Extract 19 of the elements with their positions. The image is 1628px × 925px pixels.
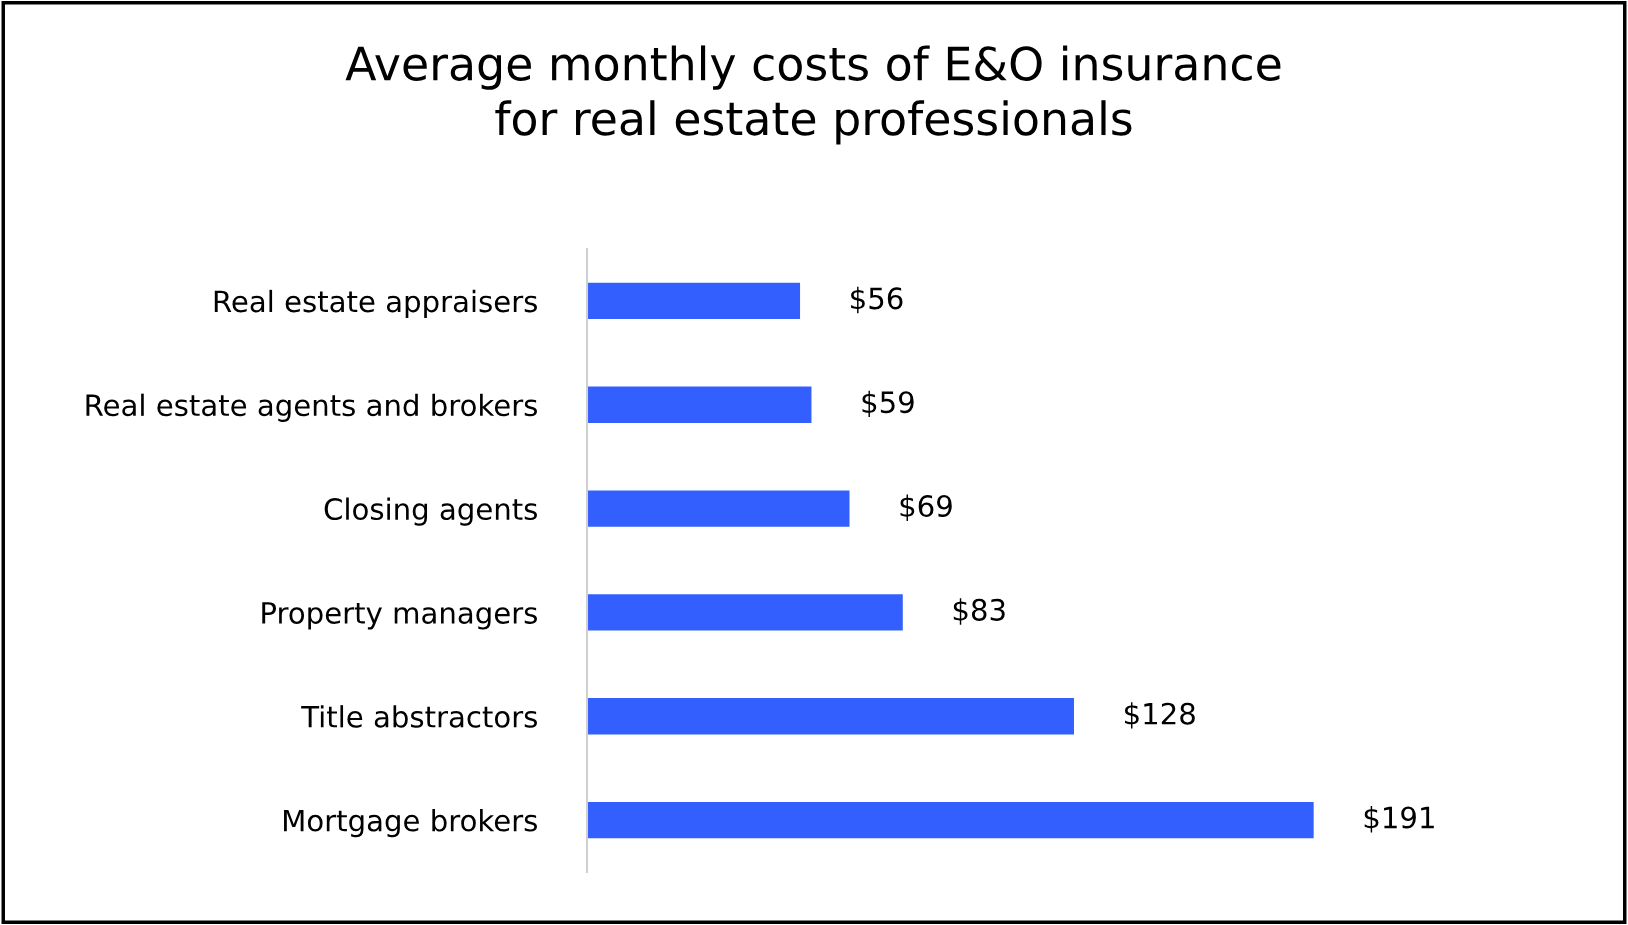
bar <box>587 801 1314 839</box>
y-tick-label: Closing agents <box>324 497 537 526</box>
data-label: $56 <box>851 286 903 314</box>
y-tick-label: Real estate appraisers <box>214 289 537 319</box>
bar <box>587 282 801 320</box>
y-tick-label: Mortgage brokers <box>284 809 537 838</box>
data-label: $59 <box>862 390 914 418</box>
bar <box>587 698 1074 735</box>
y-tick-label: Real estate agents and brokers <box>86 393 537 422</box>
data-label: $69 <box>900 494 952 521</box>
bar <box>587 386 812 423</box>
data-label: $191 <box>1364 805 1434 833</box>
bar <box>587 594 903 631</box>
data-label: $83 <box>953 598 1005 625</box>
data-label: $128 <box>1125 702 1195 729</box>
y-tick-label: Title abstractors <box>301 705 537 728</box>
y-tick-label: Property managers <box>262 602 537 630</box>
bar <box>587 490 850 527</box>
chart-title: Average monthly costs of E&O insurance for real estate professionals <box>345 45 1281 145</box>
